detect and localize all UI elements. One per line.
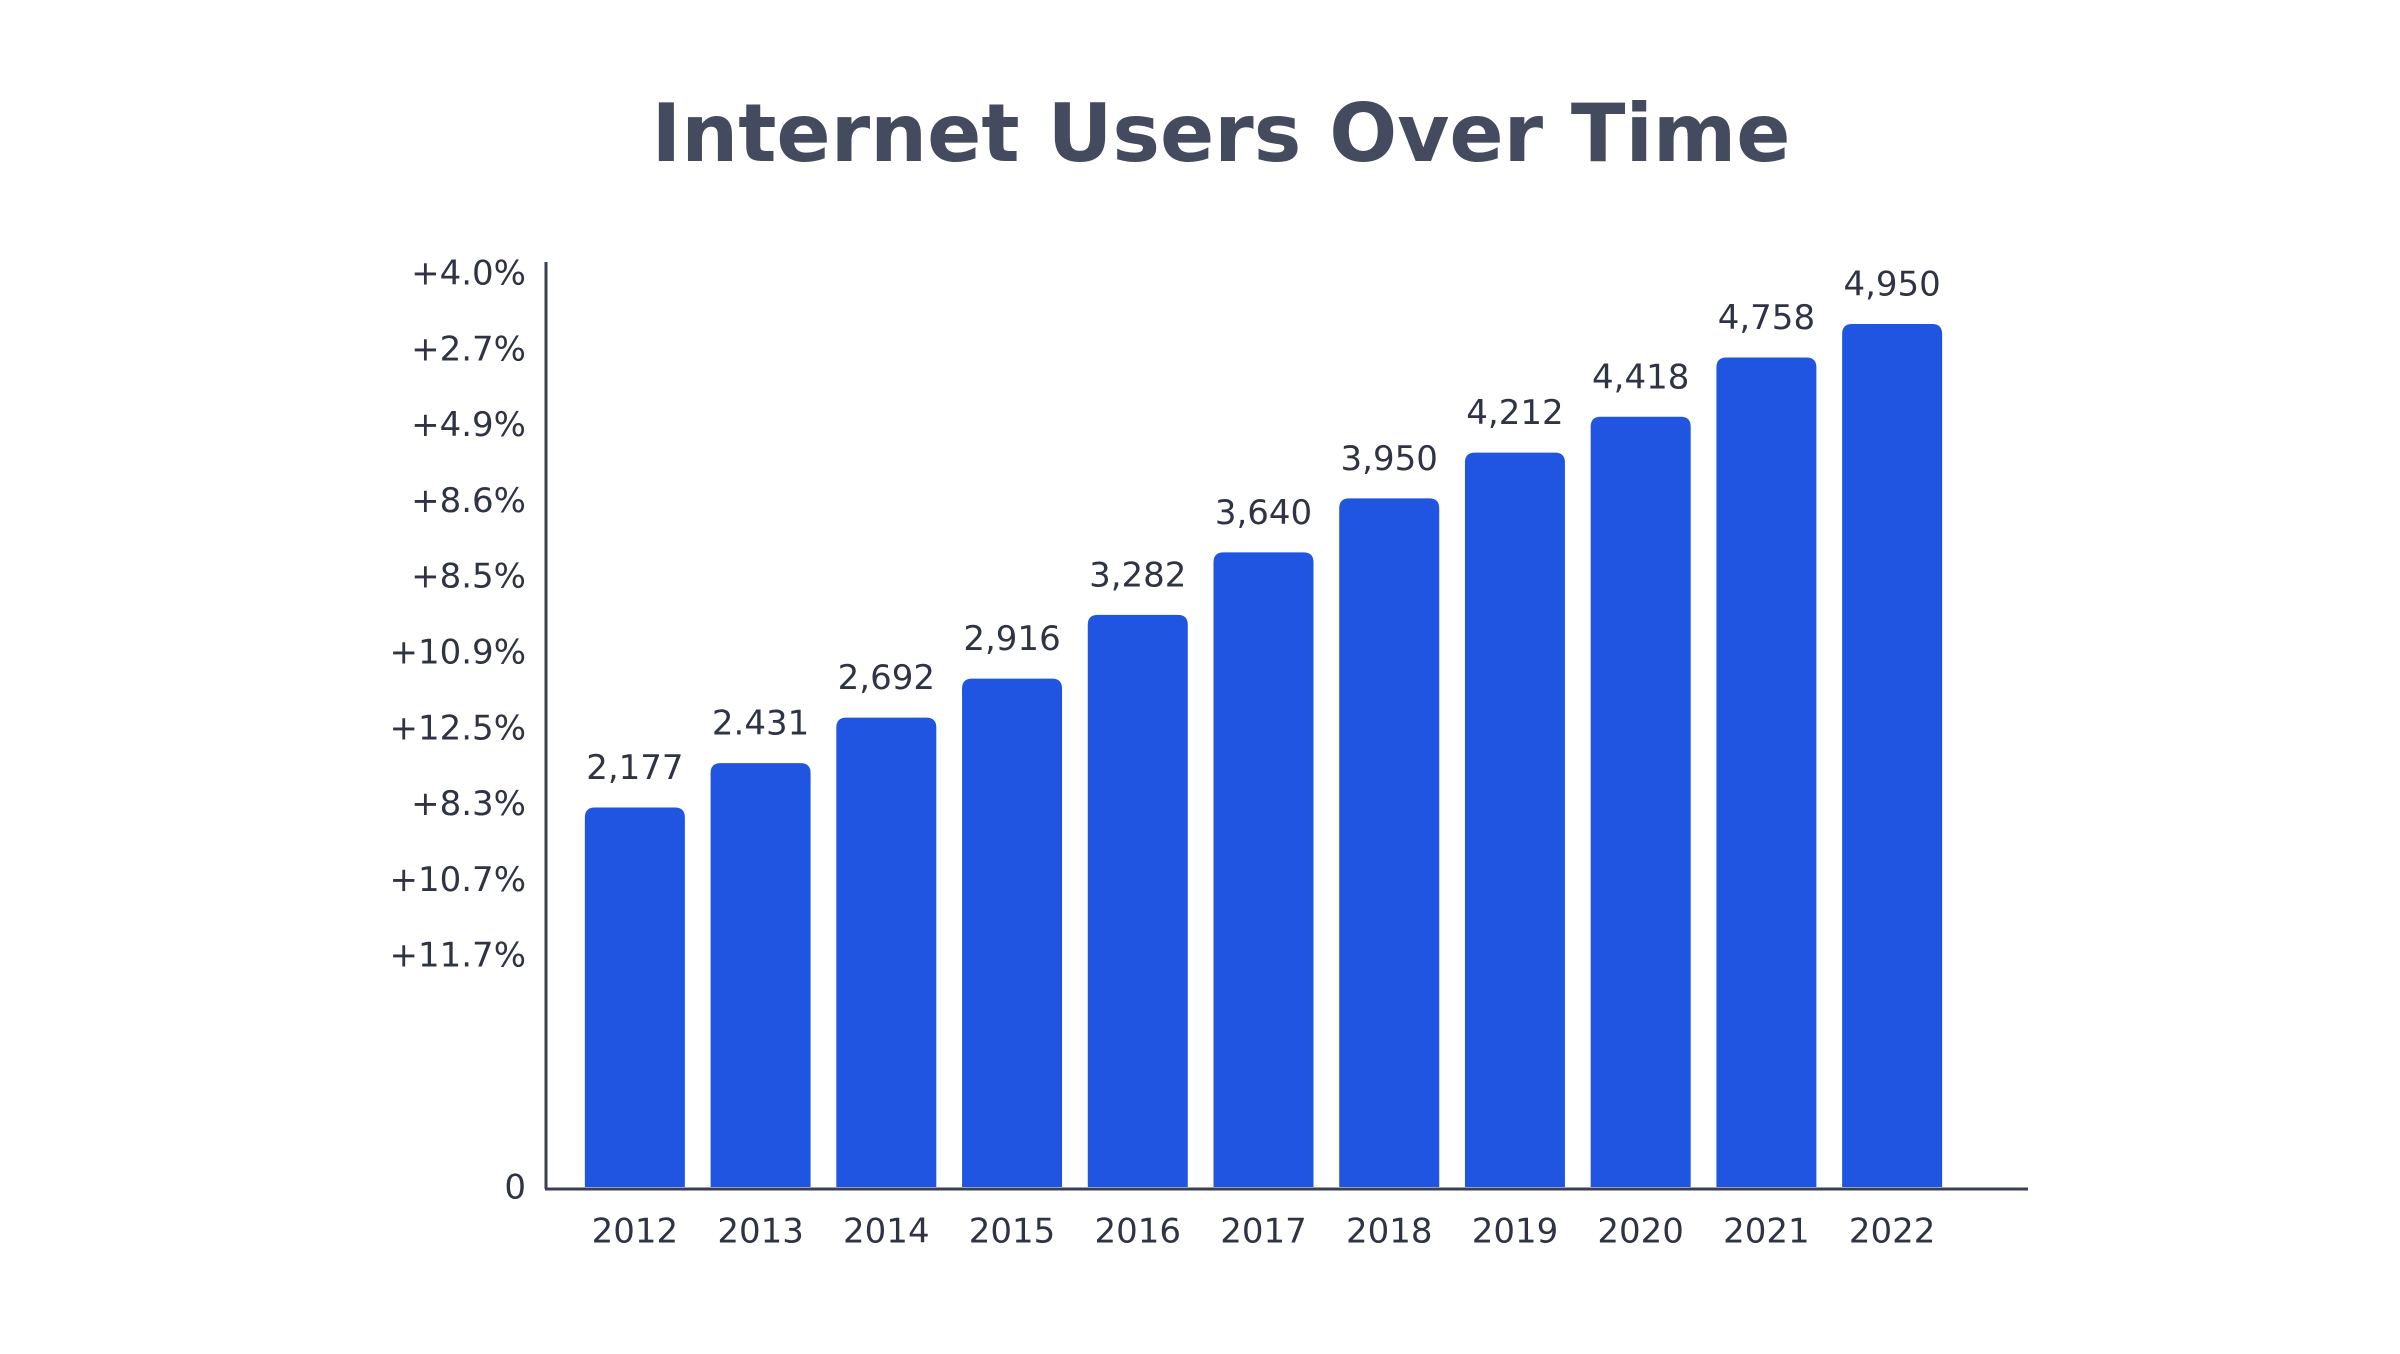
bar	[710, 763, 811, 1187]
growth-label: +4.0%	[411, 254, 526, 294]
value-label: 3,950	[1341, 439, 1438, 479]
growth-label: +8.6%	[411, 481, 526, 521]
x-tick-label: 2015	[969, 1212, 1056, 1252]
x-tick-label: 2022	[1849, 1212, 1936, 1252]
growth-label: +8.3%	[411, 784, 526, 824]
bar	[1339, 498, 1440, 1187]
value-label: 2,177	[586, 748, 683, 788]
growth-label: +10.9%	[390, 633, 527, 673]
bar	[1590, 416, 1691, 1187]
bar	[962, 678, 1063, 1187]
x-tick-label: 2017	[1220, 1212, 1307, 1252]
x-tick-label: 2018	[1346, 1212, 1433, 1252]
value-label: 4,950	[1843, 265, 1940, 305]
bar	[1087, 614, 1188, 1187]
bar	[836, 717, 937, 1187]
bar	[1464, 452, 1565, 1187]
growth-label: +2.7%	[411, 329, 526, 369]
bar	[1842, 324, 1943, 1187]
x-tick-label: 2014	[843, 1212, 930, 1252]
value-label: 4,418	[1592, 357, 1689, 397]
value-label: 2.431	[712, 704, 809, 744]
growth-label: +12.5%	[390, 708, 527, 748]
bar	[1213, 552, 1314, 1187]
x-tick-label: 2013	[717, 1212, 804, 1252]
bar	[1716, 357, 1817, 1187]
value-label: 3,282	[1089, 555, 1186, 595]
value-label: 4,212	[1466, 393, 1563, 433]
x-tick-label: 2012	[592, 1212, 679, 1252]
growth-label: +10.7%	[390, 860, 527, 900]
value-label: 2,692	[838, 658, 935, 698]
value-label: 3,640	[1215, 493, 1312, 533]
x-tick-label: 2016	[1095, 1212, 1182, 1252]
x-tick-label: 2020	[1597, 1212, 1684, 1252]
y-tick-label: 0	[504, 1168, 526, 1208]
x-tick-label: 2019	[1472, 1212, 1559, 1252]
growth-label: +4.9%	[411, 405, 526, 445]
chart-title: Internet Users Over Time	[651, 87, 1790, 180]
growth-label: +8.5%	[411, 557, 526, 597]
x-tick-label: 2021	[1723, 1212, 1810, 1252]
value-label: 2,916	[963, 619, 1060, 659]
value-label: 4,758	[1718, 298, 1815, 338]
bar	[584, 807, 685, 1187]
growth-label: +11.7%	[390, 936, 527, 976]
